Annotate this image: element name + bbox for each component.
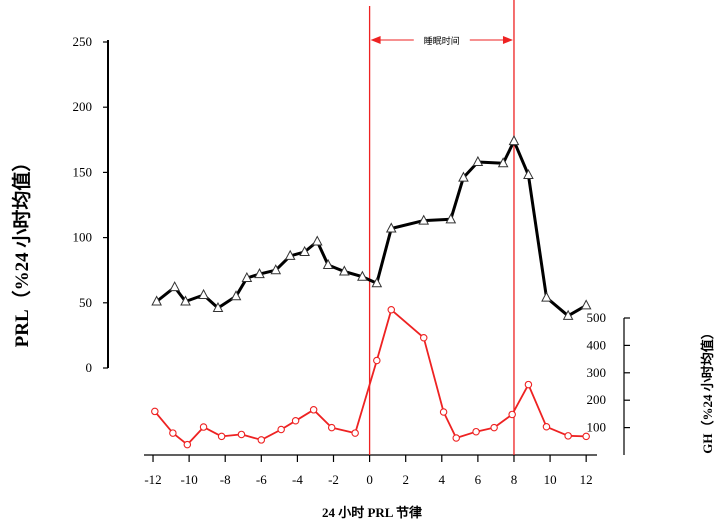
prl-point xyxy=(169,281,181,292)
gh-point xyxy=(217,432,226,441)
gh-point xyxy=(183,440,192,449)
arrow-head-right xyxy=(502,36,513,44)
gh-point xyxy=(169,429,177,437)
prl-point xyxy=(284,249,296,260)
prl-point xyxy=(523,168,534,180)
series-lines xyxy=(154,139,587,446)
prl-point xyxy=(212,301,224,313)
x-tick-label: -8 xyxy=(220,472,231,487)
arrow-head-left xyxy=(370,36,381,44)
gh-point xyxy=(439,408,448,416)
x-tick-label: 6 xyxy=(475,472,482,487)
prl-point xyxy=(311,235,323,246)
gh-line xyxy=(154,308,587,446)
left-tick-label: 100 xyxy=(73,230,93,245)
prl-point xyxy=(541,291,552,302)
prl-point xyxy=(385,222,397,233)
right-tick-label: 300 xyxy=(587,365,607,380)
prl-point xyxy=(445,213,457,224)
left-tick-label: 0 xyxy=(86,360,93,375)
x-axis-title: 24 小时 PRL 节律 xyxy=(322,505,422,520)
left-tick-label: 200 xyxy=(73,99,93,114)
right-tick-label: 500 xyxy=(587,310,607,325)
x-tick-label: 12 xyxy=(580,472,593,487)
prl-point xyxy=(371,277,383,288)
right-tick-label: 100 xyxy=(587,420,607,435)
prl-point xyxy=(299,245,310,256)
gh-point xyxy=(291,416,300,425)
gh-point xyxy=(327,423,336,432)
gh-point xyxy=(542,423,551,431)
x-tick-label: -12 xyxy=(144,472,161,487)
gh-point xyxy=(452,434,460,442)
series-markers xyxy=(151,135,592,449)
prl-point xyxy=(562,309,574,320)
gh-point xyxy=(151,407,159,416)
prl-point xyxy=(198,288,209,299)
gh-point xyxy=(277,425,285,434)
x-axis-ticks: -12 -10 -8 -6 -4 -2 0 2 4 6 8 10 12 xyxy=(144,455,593,487)
gh-point xyxy=(582,432,590,441)
gh-point xyxy=(309,406,318,414)
x-tick-label: -2 xyxy=(328,472,339,487)
prl-point xyxy=(580,299,592,310)
annotation-background xyxy=(413,32,470,48)
prl-point xyxy=(458,171,469,182)
gh-point xyxy=(373,356,381,365)
prl-point xyxy=(339,265,350,276)
prl-point xyxy=(357,270,368,281)
prl-point xyxy=(241,271,253,283)
gh-point xyxy=(490,423,498,432)
left-tick-label: 250 xyxy=(73,34,93,49)
x-tick-label: 4 xyxy=(439,472,446,487)
x-tick-label: 10 xyxy=(544,472,557,487)
gh-point xyxy=(237,430,246,439)
gh-point xyxy=(472,427,480,436)
x-tick-label: 8 xyxy=(511,472,518,487)
left-axis-ticks: 0 50 100 150 200 250 xyxy=(73,34,108,375)
gh-point xyxy=(257,436,266,444)
left-axis-title: PRL（%24 小时均值） xyxy=(10,153,33,348)
x-tick-label: -10 xyxy=(180,472,197,487)
x-tick-label: -6 xyxy=(256,472,267,487)
prl-point xyxy=(230,290,242,301)
gh-point xyxy=(508,410,516,419)
sleep-window-annotation: 睡眠时间 xyxy=(424,35,460,47)
left-tick-label: 150 xyxy=(73,164,93,179)
gh-point xyxy=(387,306,396,314)
prl-point xyxy=(180,295,191,306)
prl-point xyxy=(508,135,520,146)
right-tick-label: 200 xyxy=(587,392,607,407)
gh-point xyxy=(419,333,428,342)
prl-point xyxy=(322,258,334,269)
gh-point xyxy=(199,423,208,431)
x-tick-label: 0 xyxy=(366,472,373,487)
prl-point xyxy=(254,268,265,279)
x-tick-label: -4 xyxy=(292,472,303,487)
gh-point xyxy=(524,380,533,389)
gh-point xyxy=(351,429,359,437)
right-axis-ticks: 100 200 300 400 500 xyxy=(587,310,630,435)
prl-point xyxy=(418,214,430,225)
x-tick-label: 2 xyxy=(402,472,409,487)
right-axis-title: GH（%24 小时均值） xyxy=(700,326,715,453)
prl-line xyxy=(155,139,587,318)
prl-point xyxy=(497,157,509,168)
prl-point xyxy=(270,264,282,275)
prl-point xyxy=(151,295,162,306)
left-tick-label: 50 xyxy=(79,295,92,310)
prl-point xyxy=(472,155,484,166)
right-tick-label: 400 xyxy=(587,337,607,352)
gh-point xyxy=(564,432,572,440)
